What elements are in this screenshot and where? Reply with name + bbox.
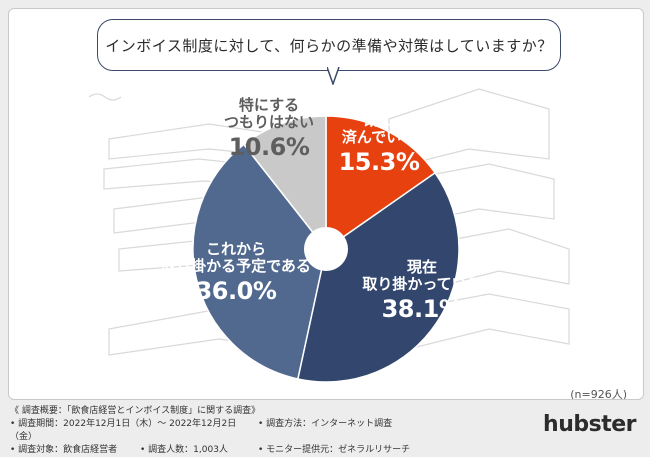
label-no-plan-line1: 特にする [238, 96, 300, 114]
label-in-progress: 現在 取り掛かっている 38.1% [347, 258, 497, 323]
slice-no-plan [242, 115, 327, 252]
hubster-logo: hubster [543, 412, 636, 437]
question-text: インボイス制度に対して、何らかの準備や対策はしていますか？ [105, 36, 553, 55]
label-already-done-line2: 済んでいる [341, 128, 417, 147]
label-no-plan-line2: つもりはない [223, 113, 314, 132]
footer-provider: • モニター提供元：ゼネラルリサーチ [258, 445, 411, 455]
label-already-done: 既に 済んでいる 15.3% [329, 111, 429, 176]
label-planned: これから 取り掛かる予定である 36.0% [151, 240, 321, 305]
label-planned-line1: これから [205, 240, 266, 258]
label-planned-value: 36.0% [195, 276, 277, 305]
label-no-plan-value: 10.6% [228, 132, 310, 161]
pie-chart [192, 115, 460, 383]
label-in-progress-line1: 現在 [406, 258, 437, 276]
survey-footer: 《 調査概要：「飲食店経営とインボイス制度」に関する調査》 • 調査期間：202… [10, 405, 530, 457]
footer-target: • 調査対象：飲食店経営者 [10, 445, 118, 455]
footer-title: 《 調査概要：「飲食店経営とインボイス制度」に関する調査》 [10, 406, 261, 416]
footer-period: • 調査期間：2022年12月1日（木）〜 2022年12月2日（金） [10, 419, 237, 442]
footer-method: • 調査方法：インターネット調査 [258, 419, 393, 429]
slice-in-progress [296, 171, 460, 383]
label-already-done-line1: 既に [363, 111, 394, 129]
slice-planned [192, 143, 327, 380]
bubble-tail [327, 67, 340, 85]
label-no-plan: 特にする つもりはない 10.6% [219, 96, 319, 161]
slice-already-done [325, 115, 437, 251]
pie-center-hole [304, 227, 348, 271]
label-in-progress-line2: 取り掛かっている [362, 275, 482, 294]
label-already-done-value: 15.3% [338, 147, 420, 176]
footer-count: • 調査人数：1,003人 [140, 445, 228, 455]
label-planned-line2: 取り掛かる予定である [161, 257, 311, 276]
footer-target-row: • 調査対象：飲食店経営者 • 調査人数：1,003人 [10, 444, 258, 457]
label-in-progress-value: 38.1% [381, 294, 463, 323]
sample-size-note: (n=926人) [570, 388, 627, 400]
chart-card: インボイス制度に対して、何らかの準備や対策はしていますか？ 既に 済んでいる 1… [8, 8, 644, 400]
